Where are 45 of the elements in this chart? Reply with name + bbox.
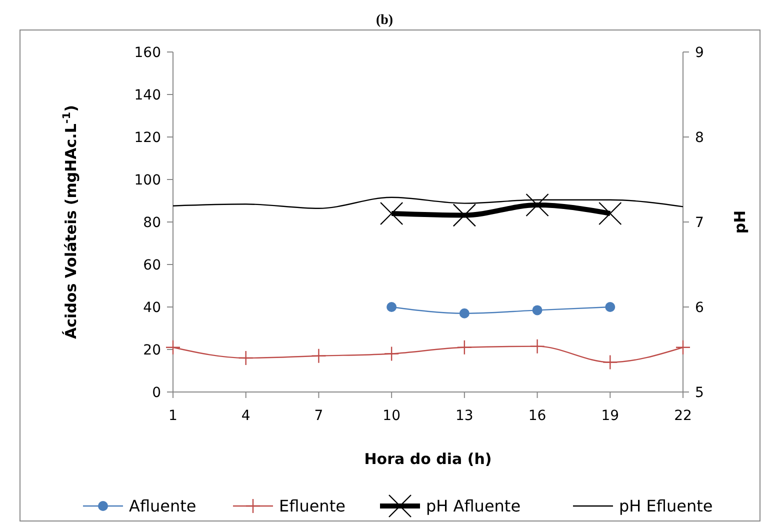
y-tick-label: 60 (143, 257, 161, 274)
y2-tick-label: 9 (695, 44, 704, 61)
y-tick-label: 100 (134, 172, 161, 188)
point (456, 340, 472, 355)
point (530, 338, 545, 354)
point (165, 340, 181, 355)
point (532, 305, 542, 316)
point (602, 354, 618, 370)
x-axis-title: Hora do dia (h) (364, 450, 492, 468)
point (380, 202, 404, 226)
point (598, 202, 622, 226)
point (384, 346, 400, 362)
point (526, 193, 549, 217)
point (452, 204, 476, 227)
y2-tick-label: 7 (695, 214, 704, 231)
y2-tick-label: 8 (695, 130, 704, 146)
x-tick-label: 22 (674, 408, 692, 424)
y2-tick-label: 6 (695, 300, 704, 316)
chart-title: (b) (376, 13, 394, 28)
y-tick-label: 160 (134, 44, 161, 61)
legend-label: pH Efluente (619, 496, 713, 516)
x-tick-label: 7 (314, 408, 324, 424)
x-tick-label: 16 (528, 408, 546, 424)
y2-tick-label: 5 (695, 384, 704, 401)
y-tick-label: 120 (134, 130, 161, 146)
x-tick-label: 4 (241, 408, 250, 424)
x-tick-label: 10 (382, 408, 400, 424)
x-tick-label: 19 (601, 408, 620, 424)
point (459, 308, 470, 318)
point (386, 302, 397, 312)
legend-label: Afluente (129, 496, 196, 516)
point (675, 340, 691, 355)
x-tick-label: 1 (168, 408, 178, 424)
point (605, 302, 616, 312)
y-tick-label: 20 (143, 342, 161, 358)
y-tick-label: 40 (143, 300, 161, 316)
y2-axis-title: pH (731, 210, 749, 234)
legend-label: pH Afluente (426, 496, 521, 516)
x-tick-label: 13 (456, 408, 474, 424)
point (311, 348, 326, 364)
y-tick-label: 140 (134, 87, 161, 104)
legend-label: Efluente (279, 496, 346, 516)
point (238, 350, 254, 366)
y-tick-label: 0 (152, 384, 161, 401)
y-tick-label: 80 (143, 214, 161, 231)
